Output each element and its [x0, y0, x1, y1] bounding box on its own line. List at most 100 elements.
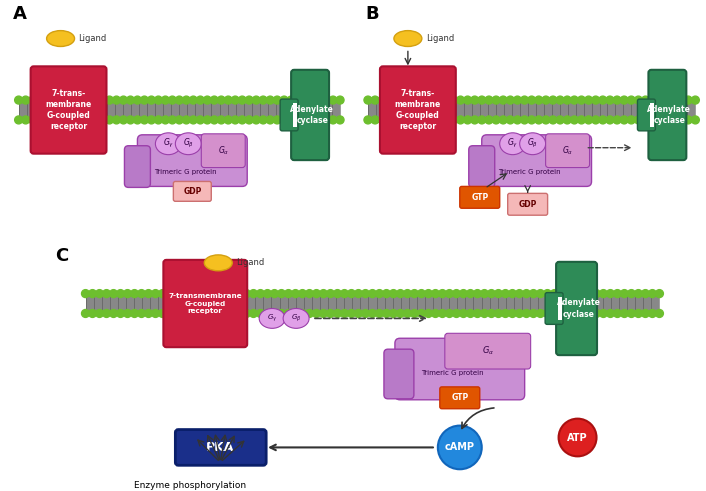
- Circle shape: [556, 96, 564, 104]
- Circle shape: [599, 96, 606, 104]
- Circle shape: [333, 309, 342, 317]
- Circle shape: [159, 290, 167, 298]
- Circle shape: [88, 309, 97, 317]
- Circle shape: [294, 96, 302, 104]
- Circle shape: [322, 116, 330, 124]
- Circle shape: [126, 116, 134, 124]
- FancyBboxPatch shape: [201, 134, 245, 167]
- Circle shape: [564, 290, 573, 298]
- Circle shape: [313, 290, 321, 298]
- Circle shape: [635, 116, 642, 124]
- Circle shape: [168, 96, 176, 104]
- Circle shape: [126, 96, 134, 104]
- Circle shape: [329, 96, 337, 104]
- Circle shape: [599, 309, 607, 317]
- Circle shape: [435, 116, 443, 124]
- Circle shape: [299, 290, 306, 298]
- Circle shape: [292, 309, 299, 317]
- Text: 7-trans-
membrane
G-coupled
receptor: 7-trans- membrane G-coupled receptor: [395, 89, 441, 131]
- Text: G$_\alpha$: G$_\alpha$: [562, 144, 573, 157]
- Circle shape: [558, 290, 566, 298]
- Circle shape: [138, 309, 145, 317]
- Circle shape: [42, 116, 51, 124]
- Circle shape: [385, 96, 393, 104]
- Circle shape: [306, 290, 313, 298]
- Circle shape: [585, 309, 594, 317]
- Circle shape: [81, 309, 90, 317]
- Circle shape: [570, 96, 578, 104]
- Circle shape: [442, 96, 450, 104]
- Circle shape: [592, 116, 599, 124]
- Circle shape: [397, 309, 405, 317]
- Circle shape: [105, 116, 114, 124]
- Circle shape: [390, 290, 397, 298]
- Circle shape: [361, 309, 369, 317]
- Circle shape: [457, 96, 465, 104]
- Circle shape: [642, 96, 650, 104]
- Circle shape: [189, 116, 197, 124]
- Text: cAMP: cAMP: [445, 442, 475, 452]
- Circle shape: [71, 96, 78, 104]
- Circle shape: [513, 96, 522, 104]
- Circle shape: [642, 290, 650, 298]
- Circle shape: [29, 96, 37, 104]
- Circle shape: [393, 116, 400, 124]
- Text: G$_\gamma$: G$_\gamma$: [507, 137, 518, 150]
- Circle shape: [148, 96, 155, 104]
- Circle shape: [481, 309, 489, 317]
- Circle shape: [474, 309, 481, 317]
- Circle shape: [578, 290, 587, 298]
- Circle shape: [487, 290, 496, 298]
- Circle shape: [182, 96, 191, 104]
- Ellipse shape: [520, 133, 546, 155]
- Circle shape: [259, 96, 267, 104]
- Circle shape: [442, 116, 450, 124]
- Text: 7-trans-
membrane
G-coupled
receptor: 7-trans- membrane G-coupled receptor: [45, 89, 92, 131]
- Ellipse shape: [204, 255, 232, 271]
- Circle shape: [124, 290, 131, 298]
- Circle shape: [417, 290, 426, 298]
- Circle shape: [464, 96, 472, 104]
- Circle shape: [677, 116, 685, 124]
- Circle shape: [438, 290, 446, 298]
- Text: G$_\gamma$: G$_\gamma$: [267, 313, 277, 324]
- Circle shape: [22, 96, 30, 104]
- Circle shape: [549, 116, 557, 124]
- FancyBboxPatch shape: [124, 146, 150, 188]
- Circle shape: [232, 116, 239, 124]
- Circle shape: [606, 309, 614, 317]
- Circle shape: [390, 309, 397, 317]
- Circle shape: [277, 290, 285, 298]
- Circle shape: [119, 96, 128, 104]
- Text: Trimeric G protein: Trimeric G protein: [154, 168, 217, 174]
- Circle shape: [520, 96, 529, 104]
- Circle shape: [563, 96, 571, 104]
- Circle shape: [628, 290, 635, 298]
- FancyBboxPatch shape: [163, 260, 247, 347]
- Circle shape: [478, 116, 486, 124]
- Circle shape: [534, 96, 543, 104]
- Circle shape: [438, 309, 446, 317]
- Circle shape: [49, 116, 58, 124]
- Circle shape: [464, 116, 472, 124]
- Circle shape: [592, 309, 600, 317]
- Circle shape: [501, 309, 510, 317]
- Circle shape: [508, 290, 516, 298]
- Circle shape: [22, 116, 30, 124]
- Circle shape: [628, 309, 635, 317]
- Text: B: B: [365, 5, 378, 23]
- Circle shape: [225, 96, 232, 104]
- Circle shape: [635, 96, 642, 104]
- Circle shape: [397, 290, 405, 298]
- Circle shape: [175, 116, 184, 124]
- Circle shape: [138, 290, 145, 298]
- Circle shape: [306, 309, 313, 317]
- Ellipse shape: [47, 30, 75, 47]
- Text: GTP: GTP: [471, 193, 489, 202]
- Circle shape: [179, 290, 188, 298]
- Circle shape: [614, 309, 621, 317]
- Circle shape: [635, 309, 642, 317]
- Circle shape: [648, 309, 657, 317]
- Text: G$_\beta$: G$_\beta$: [527, 137, 538, 150]
- Circle shape: [131, 309, 138, 317]
